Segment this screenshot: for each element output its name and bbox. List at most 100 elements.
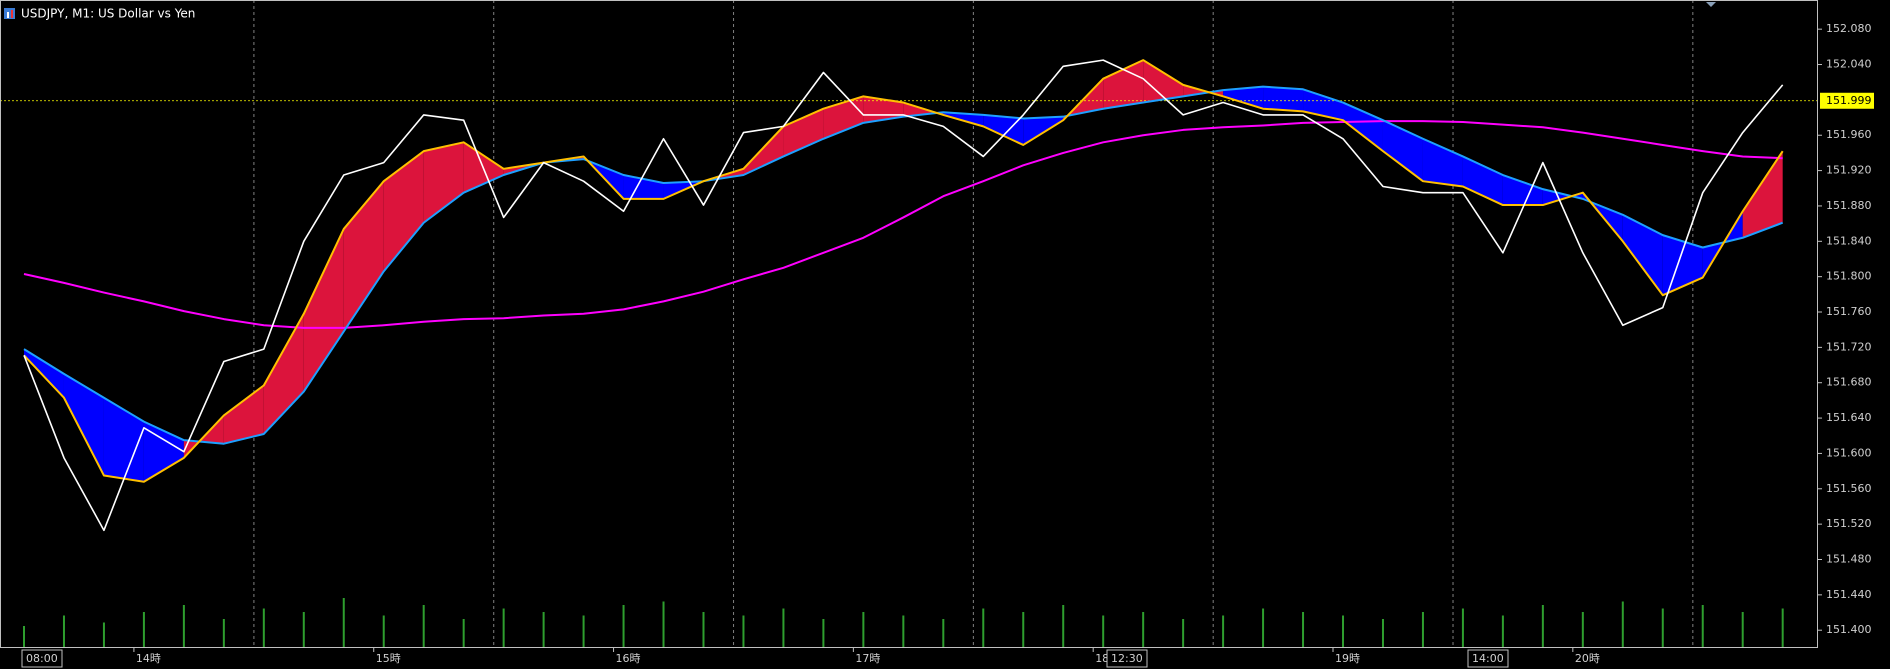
- cloud-fill: [24, 349, 64, 398]
- volume-bar: [1381, 619, 1384, 647]
- y-tick-label: 151.720: [1826, 340, 1872, 353]
- x-tick-label: 20時: [1575, 652, 1600, 665]
- cloud-fill: [1502, 175, 1543, 206]
- y-tick-label: 151.480: [1826, 552, 1872, 565]
- cloud-fill: [383, 151, 424, 272]
- volume-bar: [62, 615, 65, 647]
- last-price-label: 151.999: [1826, 94, 1872, 107]
- volume-bar: [1541, 605, 1544, 647]
- cloud-fill: [743, 126, 784, 176]
- x-tick-label: 08:00: [26, 652, 58, 665]
- volume-bar: [302, 612, 305, 647]
- volume-bar: [982, 608, 985, 647]
- volume-bar: [1701, 605, 1704, 647]
- y-tick-label: 151.880: [1826, 199, 1872, 212]
- volume-bar: [1661, 608, 1664, 647]
- cloud-fill: [1622, 214, 1663, 296]
- volume-bar: [142, 612, 145, 647]
- volume-bar: [702, 612, 705, 647]
- y-tick-label: 151.920: [1826, 164, 1872, 177]
- volume-bar: [542, 612, 545, 647]
- x-tick-label: 16時: [616, 652, 641, 665]
- volume-bar: [1421, 612, 1424, 647]
- y-tick-label: 151.760: [1826, 305, 1872, 318]
- volume-bar: [582, 615, 585, 647]
- x-tick-label: 17時: [855, 652, 880, 665]
- volume-bar: [1262, 608, 1265, 647]
- volume-bar: [182, 605, 185, 647]
- volume-bar: [1182, 619, 1185, 647]
- cloud-fill: [1742, 151, 1783, 238]
- volume-bar: [102, 622, 105, 647]
- y-tick-label: 152.040: [1826, 58, 1872, 71]
- y-tick-label: 151.560: [1826, 482, 1872, 495]
- plot-area: [0, 0, 1818, 647]
- x-tick-label: 19時: [1335, 652, 1360, 665]
- y-tick-label: 152.080: [1826, 22, 1872, 35]
- volume-bar: [1222, 615, 1225, 647]
- moving-average-line: [23, 59, 1784, 483]
- y-tick-label: 151.520: [1826, 517, 1872, 530]
- volume-bar: [862, 612, 865, 647]
- moving-average-line: [23, 85, 1784, 445]
- cloud-fill: [983, 114, 1024, 145]
- y-tick-label: 151.640: [1826, 411, 1872, 424]
- y-tick-label: 151.800: [1826, 270, 1872, 283]
- volume-bar: [1621, 601, 1624, 647]
- last-price-box: [1820, 92, 1874, 109]
- cloud-fill: [1103, 60, 1144, 109]
- plot-frame: [0, 0, 1818, 648]
- time-marker-box: [1467, 649, 1509, 668]
- volume-bar: [23, 626, 25, 647]
- time-marker-label: 14:00: [1472, 652, 1504, 665]
- volume-bar: [1142, 612, 1145, 647]
- volume-bar: [1461, 608, 1464, 647]
- cloud-fill: [143, 421, 184, 482]
- cloud-fill: [1303, 89, 1344, 121]
- cloud-fill: [343, 181, 384, 332]
- volume-bar: [222, 619, 225, 647]
- volume-bar: [1302, 612, 1305, 647]
- symbol-icon: [4, 8, 15, 19]
- x-tick-label: 15時: [376, 652, 401, 665]
- symbol-icon-bar: [7, 12, 9, 18]
- cloud-fill: [1223, 86, 1264, 109]
- cloud-fill: [783, 108, 824, 157]
- cloud-fill: [1422, 138, 1463, 187]
- volume-bar: [942, 619, 945, 647]
- volume-bar: [422, 605, 425, 647]
- volume-bar: [342, 598, 345, 647]
- symbol-icon-bar: [11, 10, 13, 18]
- cloud-fill: [63, 373, 104, 476]
- time-marker-label: 12:30: [1111, 652, 1143, 665]
- y-tick-label: 151.680: [1826, 376, 1872, 389]
- chart-title: USDJPY, M1: US Dollar vs Yen: [21, 7, 195, 21]
- volume-bar: [382, 615, 385, 647]
- volume-bar: [622, 605, 625, 647]
- volume-bar: [1102, 615, 1105, 647]
- cloud-fill: [303, 228, 344, 392]
- volume-bar: [822, 619, 825, 647]
- cloud-fill: [103, 397, 144, 482]
- y-tick-label: 151.600: [1826, 446, 1872, 459]
- cloud-fill: [1143, 60, 1184, 103]
- moving-average-line: [23, 120, 1783, 329]
- cloud-fill: [223, 385, 264, 444]
- time-marker-box: [1106, 649, 1148, 668]
- volume-bar: [1741, 612, 1744, 647]
- y-tick-label: 151.440: [1826, 588, 1872, 601]
- volume-bar: [1062, 605, 1065, 647]
- volume-bar: [1342, 615, 1345, 647]
- cloud-fill: [263, 313, 304, 434]
- cloud-fill: [823, 96, 864, 139]
- cloud-fill: [1382, 120, 1423, 182]
- price-line: [23, 59, 1784, 532]
- volume-bar: [902, 615, 905, 647]
- volume-bar: [1501, 615, 1504, 647]
- volume-bar: [742, 615, 745, 647]
- cloud-fill: [863, 96, 904, 123]
- shift-marker: [1706, 2, 1716, 7]
- volume-bar: [1781, 608, 1784, 647]
- y-tick-label: 151.960: [1826, 128, 1872, 141]
